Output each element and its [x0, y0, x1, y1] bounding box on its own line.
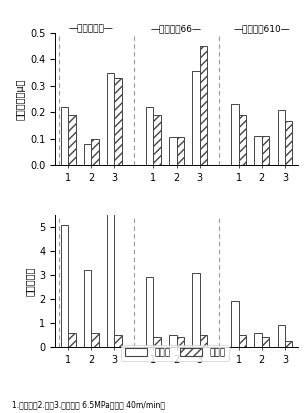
Y-axis label: 摩耗（％）: 摩耗（％） — [25, 266, 35, 296]
Bar — [91, 332, 99, 347]
Bar — [146, 278, 154, 347]
Bar — [278, 325, 285, 347]
Bar — [231, 301, 239, 347]
Bar — [262, 337, 269, 347]
Bar — [114, 78, 122, 165]
Bar — [68, 115, 76, 165]
Bar — [84, 270, 91, 347]
Bar — [68, 332, 76, 347]
Bar — [177, 337, 184, 347]
Bar — [239, 115, 246, 165]
Bar — [255, 332, 262, 347]
Text: 1.ドライ　2.油　3.水（荷重 6.5MPa、周速 40m/min）: 1.ドライ 2.油 3.水（荷重 6.5MPa、周速 40m/min） — [12, 401, 165, 410]
Bar — [107, 214, 114, 347]
Bar — [192, 71, 200, 165]
Bar — [169, 335, 177, 347]
Bar — [107, 73, 114, 165]
Bar — [91, 138, 99, 165]
Bar — [169, 137, 177, 165]
Bar — [146, 107, 154, 165]
Bar — [255, 136, 262, 165]
Bar — [239, 335, 246, 347]
Bar — [262, 136, 269, 165]
Bar — [231, 104, 239, 165]
Bar — [154, 337, 161, 347]
Bar — [278, 109, 285, 165]
Bar — [192, 273, 200, 347]
Y-axis label: 摩擦係数（μ）: 摩擦係数（μ） — [16, 78, 26, 120]
Text: —ナイロン610—: —ナイロン610— — [233, 24, 290, 33]
Bar — [285, 341, 292, 347]
Bar — [61, 225, 68, 347]
Bar — [177, 137, 184, 165]
Bar — [285, 121, 292, 165]
Bar — [61, 107, 68, 165]
Text: —ナイロン６—: —ナイロン６— — [69, 24, 114, 33]
Bar — [84, 144, 91, 165]
Bar — [154, 115, 161, 165]
Legend: 未処理, 熱処理: 未処理, 熱処理 — [121, 344, 229, 361]
Bar — [200, 335, 207, 347]
Bar — [114, 335, 122, 347]
Bar — [200, 46, 207, 165]
Text: —ナイロン66—: —ナイロン66— — [151, 24, 202, 33]
